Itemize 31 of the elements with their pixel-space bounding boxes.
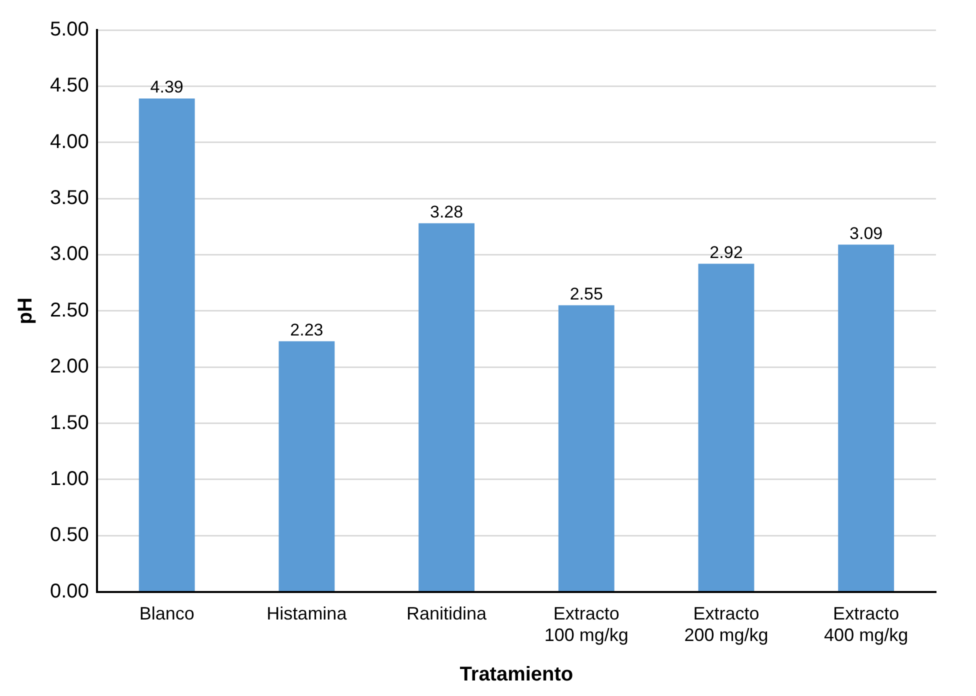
y-tick-label: 5.00	[50, 18, 89, 41]
x-axis-title: Tratamiento	[460, 664, 574, 686]
bar	[558, 305, 614, 592]
data-label: 3.28	[430, 202, 464, 222]
y-tick-label: 4.00	[50, 130, 89, 153]
data-label: 3.09	[850, 224, 883, 243]
y-tick-label: 2.00	[50, 356, 89, 378]
data-label: 2.92	[710, 242, 743, 262]
x-tick-label: Extracto 400 mg/kg	[824, 604, 908, 646]
y-tick-label: 0.00	[50, 580, 89, 602]
y-tick-label: 4.50	[50, 74, 89, 97]
y-tick-label: 1.00	[50, 468, 89, 490]
bar	[138, 98, 195, 592]
x-tick-label: Ranitidina	[406, 604, 488, 624]
y-tick-label: 1.50	[50, 412, 89, 434]
x-tick-label: Extracto 100 mg/kg	[544, 604, 628, 646]
bar	[838, 244, 894, 592]
y-tick-label: 3.50	[50, 187, 89, 210]
data-label: 2.23	[290, 320, 324, 340]
y-tick-label: 0.50	[50, 524, 89, 546]
y-tick-label: 3.00	[50, 243, 89, 266]
x-tick-label: Histamina	[266, 604, 348, 624]
data-label: 2.55	[570, 284, 603, 304]
data-label: 4.39	[150, 78, 184, 97]
x-tick-label: Blanco	[139, 604, 194, 624]
bar	[698, 264, 754, 592]
y-tick-label: 2.50	[50, 299, 89, 322]
x-tick-label: Extracto 200 mg/kg	[684, 604, 768, 646]
y-axis-title: pH	[14, 298, 37, 324]
bar	[418, 223, 475, 592]
bar	[278, 341, 335, 592]
